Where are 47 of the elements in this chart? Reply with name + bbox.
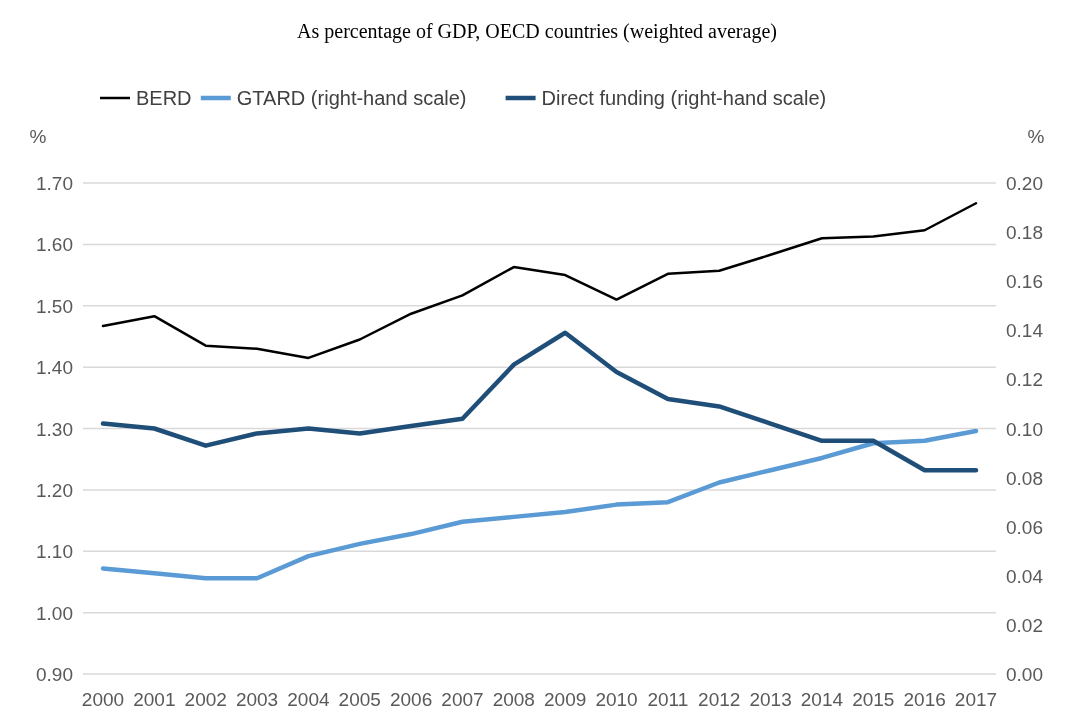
y-tick-label: 1.00 [36, 602, 73, 624]
y2-tick-label: 0.20 [1006, 173, 1043, 194]
y2-tick-label: 0.14 [1006, 320, 1044, 342]
x-tick-label: 2011 [647, 689, 689, 710]
y2-tick-label: 0.02 [1006, 614, 1043, 636]
y2-tick-label: 0.10 [1006, 418, 1043, 440]
chart-title: As percentage of GDP, OECD countries (weighted average) [297, 20, 777, 43]
y2-tick-label: 0.16 [1006, 271, 1043, 293]
y-tick-label: 1.40 [36, 357, 73, 379]
x-tick-label: 2001 [133, 689, 176, 710]
x-tick-label: 2016 [903, 689, 946, 710]
y2-tick-label: 0.08 [1006, 467, 1043, 489]
y2-tick-label: 0.06 [1006, 516, 1043, 538]
y-tick-label: 1.20 [36, 479, 73, 501]
x-tick-label: 2008 [492, 689, 535, 710]
line-series [100, 330, 979, 473]
y-tick-label: 1.60 [36, 234, 73, 256]
x-tick-label: 2013 [749, 689, 792, 710]
x-tick-label: 2009 [544, 689, 587, 710]
x-tick-label: 2000 [81, 689, 125, 710]
x-tick-label: 2002 [184, 689, 227, 710]
x-tick-label: 2004 [287, 689, 330, 710]
x-tick-label: 2003 [235, 689, 279, 710]
y-tick-label: 0.90 [36, 664, 73, 685]
x-tick-label: 2017 [954, 689, 998, 710]
y2-axis-title: % [1027, 126, 1045, 147]
legend-label: BERD [136, 87, 192, 109]
x-tick-label: 2014 [800, 689, 844, 710]
x-tick-label: 2006 [389, 689, 433, 710]
y-tick-label: 1.30 [36, 418, 73, 440]
y-axis-title: % [29, 126, 47, 147]
x-tick-label: 2010 [595, 689, 638, 710]
y2-tick-label: 0.00 [1006, 664, 1043, 685]
y-tick-label: 1.10 [36, 541, 73, 563]
x-tick-label: 2012 [698, 689, 741, 710]
y-tick-label: 1.70 [36, 173, 73, 194]
y2-tick-label: 0.04 [1006, 565, 1044, 587]
legend-label: Direct funding (right-hand scale) [541, 87, 827, 109]
x-tick-label: 2005 [338, 689, 381, 710]
y2-tick-label: 0.18 [1006, 222, 1043, 244]
line-series [100, 428, 979, 581]
y2-tick-label: 0.12 [1006, 369, 1043, 391]
x-tick-label: 2015 [852, 689, 895, 710]
x-tick-label: 2007 [441, 689, 484, 710]
line-series [101, 202, 978, 360]
legend-label: GTARD (right-hand scale) [236, 87, 467, 109]
y-tick-label: 1.50 [36, 295, 73, 317]
